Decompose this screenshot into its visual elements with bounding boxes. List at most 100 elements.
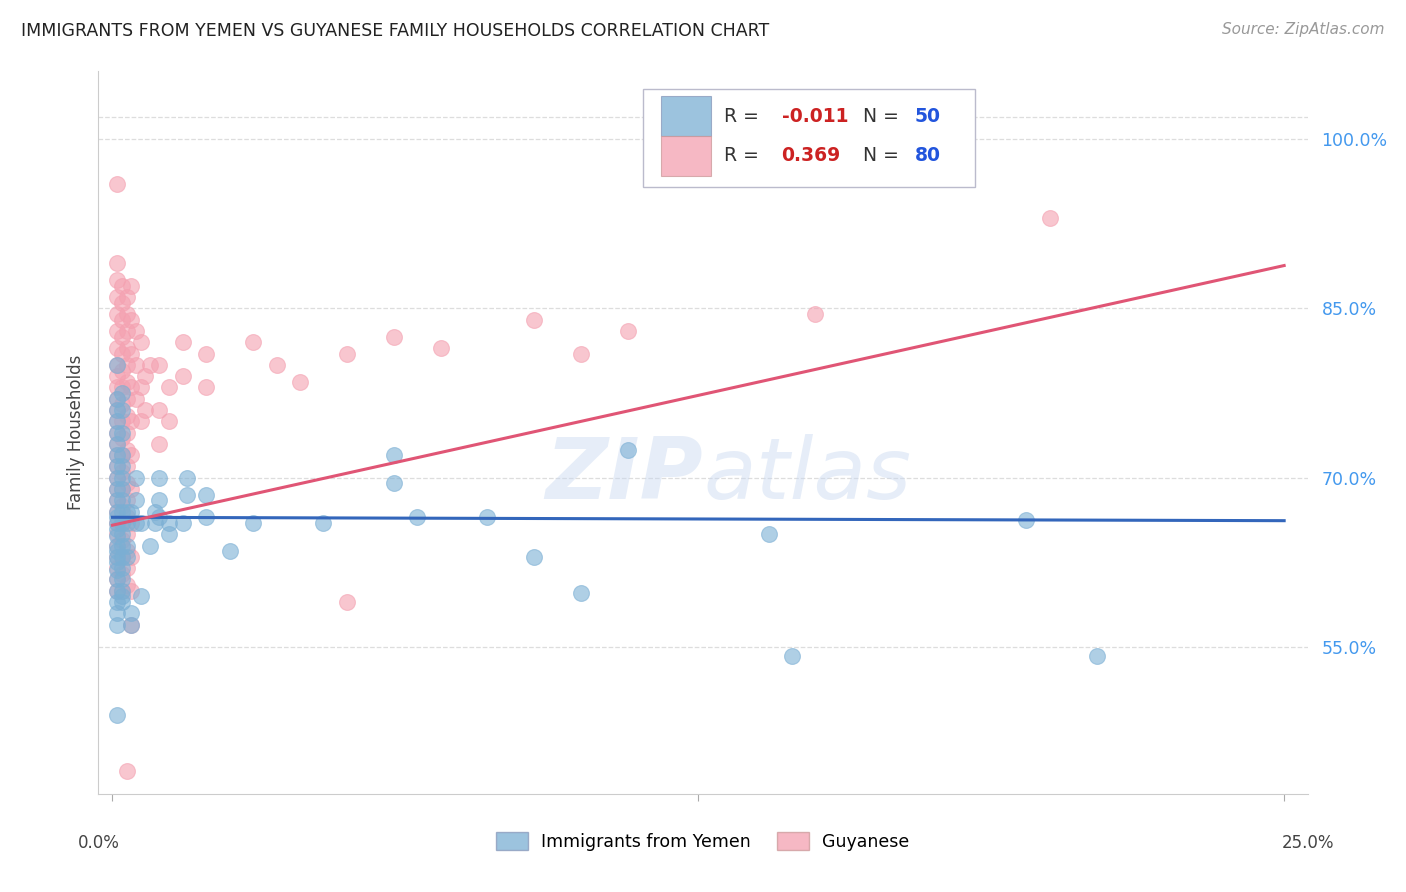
Point	[111, 595, 134, 609]
Legend: Immigrants from Yemen, Guyanese: Immigrants from Yemen, Guyanese	[489, 825, 917, 857]
Point	[129, 414, 152, 428]
Point	[336, 595, 359, 609]
Point	[1039, 211, 1062, 226]
Point	[148, 510, 170, 524]
Point	[115, 539, 138, 553]
Point	[111, 539, 134, 553]
Point	[111, 482, 134, 496]
Point	[111, 561, 134, 575]
Point	[105, 493, 128, 508]
Point	[105, 425, 128, 440]
Point	[125, 516, 148, 530]
Point	[172, 335, 194, 350]
Text: IMMIGRANTS FROM YEMEN VS GUYANESE FAMILY HOUSEHOLDS CORRELATION CHART: IMMIGRANTS FROM YEMEN VS GUYANESE FAMILY…	[21, 22, 769, 40]
Point	[176, 488, 198, 502]
Point	[111, 329, 134, 343]
Point	[105, 178, 128, 192]
Point	[266, 358, 288, 372]
Point	[105, 341, 128, 355]
Point	[105, 380, 128, 394]
Point	[111, 380, 134, 394]
Text: R =: R =	[724, 146, 765, 165]
Text: 0.369: 0.369	[782, 146, 841, 165]
Point	[157, 380, 180, 394]
Point	[111, 312, 134, 326]
Point	[617, 324, 640, 338]
Point	[120, 414, 142, 428]
Text: ZIP: ZIP	[546, 434, 703, 517]
Point	[143, 516, 166, 530]
Point	[111, 505, 134, 519]
Point	[111, 482, 134, 496]
Text: R =: R =	[724, 107, 765, 126]
Text: 0.0%: 0.0%	[77, 834, 120, 852]
Point	[105, 307, 128, 321]
Point	[115, 476, 138, 491]
Text: atlas: atlas	[703, 434, 911, 517]
Point	[120, 607, 142, 621]
Point	[111, 583, 134, 598]
Point	[105, 707, 128, 722]
Point	[115, 409, 138, 423]
Point	[125, 392, 148, 406]
Point	[115, 442, 138, 457]
Point	[105, 539, 128, 553]
Point	[120, 617, 142, 632]
Point	[111, 363, 134, 377]
Point	[195, 488, 218, 502]
Point	[120, 312, 142, 326]
Point	[382, 476, 405, 491]
Point	[111, 425, 134, 440]
Point	[111, 295, 134, 310]
Point	[143, 505, 166, 519]
Point	[111, 278, 134, 293]
Point	[148, 403, 170, 417]
Point	[105, 403, 128, 417]
Point	[111, 493, 134, 508]
Point	[115, 544, 138, 558]
Point	[111, 448, 134, 462]
Point	[115, 549, 138, 564]
Point	[758, 527, 780, 541]
Point	[406, 510, 429, 524]
Point	[105, 583, 128, 598]
Point	[111, 471, 134, 485]
Point	[111, 566, 134, 581]
Point	[105, 414, 128, 428]
Point	[105, 425, 128, 440]
Point	[115, 375, 138, 389]
Point	[382, 448, 405, 462]
Point	[120, 617, 142, 632]
Point	[105, 290, 128, 304]
Point	[125, 358, 148, 372]
Point	[111, 516, 134, 530]
Point	[105, 414, 128, 428]
Point	[429, 341, 451, 355]
Point	[125, 324, 148, 338]
Point	[105, 527, 128, 541]
Point	[148, 493, 170, 508]
Point	[120, 516, 142, 530]
Point	[105, 459, 128, 474]
Point	[105, 539, 128, 553]
Point	[105, 505, 128, 519]
Point	[115, 527, 138, 541]
Point	[176, 471, 198, 485]
Point	[105, 563, 128, 577]
Point	[115, 425, 138, 440]
Point	[120, 482, 142, 496]
Point	[105, 273, 128, 287]
Point	[148, 471, 170, 485]
Point	[115, 505, 138, 519]
Point	[120, 278, 142, 293]
Point	[105, 482, 128, 496]
Point	[148, 358, 170, 372]
Text: N =: N =	[863, 107, 904, 126]
Point	[111, 590, 134, 604]
Point	[105, 448, 128, 462]
Point	[105, 448, 128, 462]
Point	[157, 414, 180, 428]
Point	[120, 505, 142, 519]
Point	[288, 375, 311, 389]
Point	[195, 380, 218, 394]
